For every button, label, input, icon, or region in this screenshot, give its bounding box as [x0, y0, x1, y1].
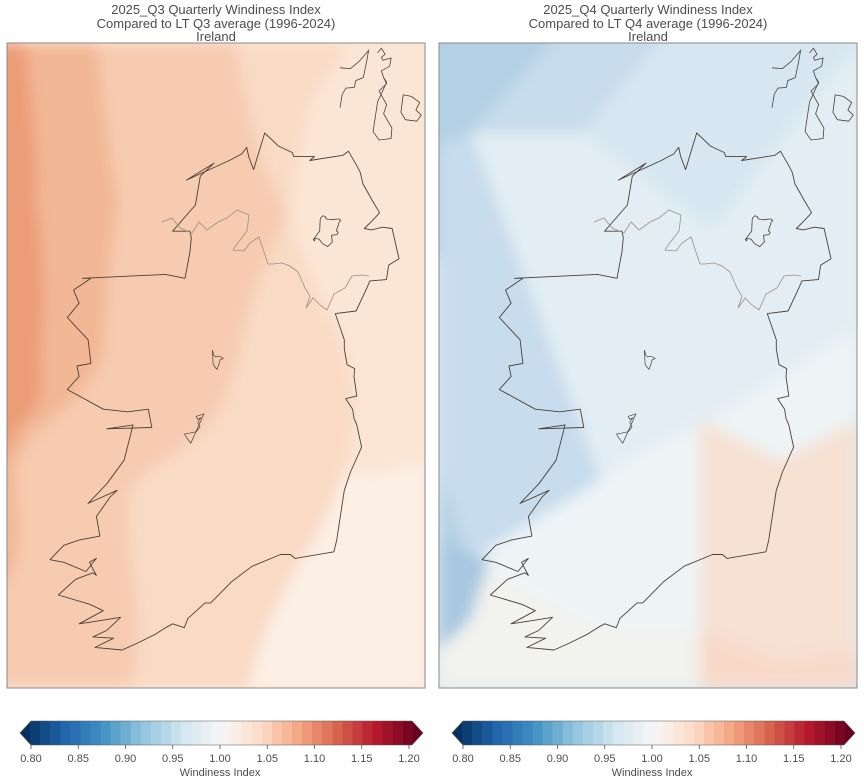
svg-text:Windiness Index: Windiness Index: [612, 767, 693, 779]
svg-text:1.20: 1.20: [830, 753, 851, 765]
svg-text:0.80: 0.80: [20, 753, 41, 765]
svg-text:0.85: 0.85: [500, 753, 521, 765]
svg-text:0.90: 0.90: [547, 753, 568, 765]
svg-text:0.85: 0.85: [68, 753, 89, 765]
svg-text:1.20: 1.20: [398, 753, 419, 765]
svg-text:1.10: 1.10: [304, 753, 325, 765]
svg-text:1.00: 1.00: [641, 753, 662, 765]
svg-text:0.80: 0.80: [452, 753, 473, 765]
svg-text:Windiness Index: Windiness Index: [180, 767, 261, 779]
svg-text:1.00: 1.00: [209, 753, 230, 765]
svg-text:1.05: 1.05: [257, 753, 278, 765]
svg-text:1.05: 1.05: [689, 753, 710, 765]
svg-text:0.95: 0.95: [162, 753, 183, 765]
svg-text:1.10: 1.10: [736, 753, 757, 765]
svg-text:0.90: 0.90: [115, 753, 136, 765]
svg-text:0.95: 0.95: [594, 753, 615, 765]
svg-text:1.15: 1.15: [783, 753, 804, 765]
svg-text:1.15: 1.15: [351, 753, 372, 765]
